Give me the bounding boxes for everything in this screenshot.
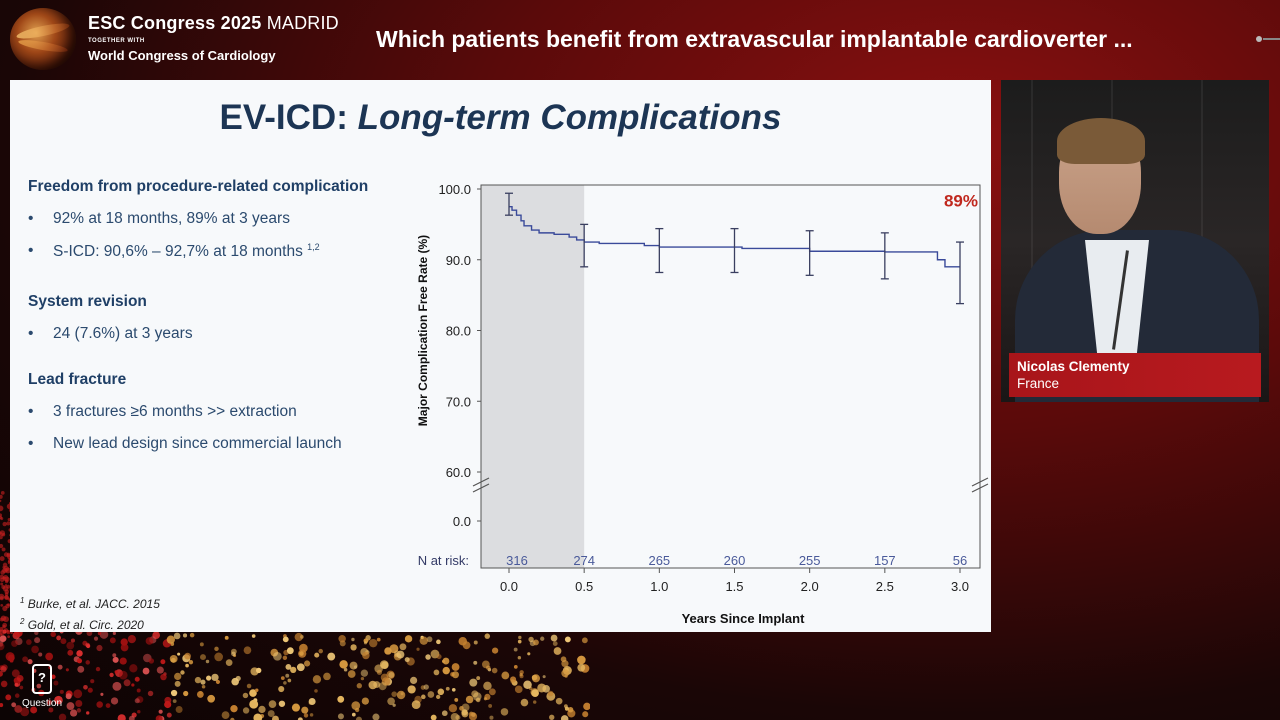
x-tick-label: 0.0 [500, 579, 518, 594]
x-tick-label: 2.0 [801, 579, 819, 594]
esc-globe-logo [10, 8, 76, 70]
presentation-slide: EV-ICD: Long-term Complications Freedom … [10, 80, 991, 632]
at-risk-count: 274 [573, 553, 595, 568]
x-tick-label: 1.5 [725, 579, 743, 594]
congress-city: MADRID [266, 13, 339, 33]
y-axis-label: Major Complication Free Rate (%) [416, 235, 430, 426]
y-tick-label: 0.0 [453, 514, 471, 529]
plot-frame [480, 184, 981, 569]
section-heading: Lead fracture [28, 371, 127, 389]
y-tick-label: 100.0 [438, 182, 471, 197]
x-tick-label: 3.0 [951, 579, 969, 594]
at-risk-count: 316 [506, 553, 528, 568]
world-congress-name: World Congress of Cardiology [88, 48, 276, 63]
at-risk-count: 157 [874, 553, 896, 568]
speaker-hair [1057, 118, 1145, 164]
reference-item: 2 Gold, et al. Circ. 2020 [20, 617, 144, 632]
y-tick-label: 70.0 [446, 394, 471, 409]
annotation-89: 89% [944, 192, 978, 211]
slide-title: EV-ICD: Long-term Complications [219, 98, 782, 137]
citation-superscript: 1,2 [307, 242, 320, 252]
at-risk-count: 56 [953, 553, 967, 568]
bullet-item: 24 (7.6%) at 3 years [28, 325, 418, 343]
question-label: Question [22, 698, 63, 709]
phone-question-icon: ? [32, 664, 52, 694]
section-heading: System revision [28, 293, 147, 311]
bullet-item: 92% at 18 months, 89% at 3 years [28, 210, 418, 228]
axis-break-mark [971, 483, 989, 493]
session-title: Which patients benefit from extravascula… [376, 26, 1133, 52]
section-heading: Freedom from procedure-related complicat… [28, 178, 369, 195]
at-risk-label: N at risk: [418, 553, 469, 568]
speaker-country: France [1017, 376, 1060, 391]
bullet-list: Freedom from procedure-related complicat… [28, 178, 418, 467]
references: 1 Burke, et al. JACC. 2015 2 Gold, et al… [20, 592, 160, 634]
slider-handle[interactable] [1256, 36, 1262, 42]
congress-name: ESC Congress 2025 MADRID [88, 13, 339, 33]
question-button[interactable]: ? Question [22, 664, 62, 709]
axis-break-mark [472, 477, 490, 487]
at-risk-count: 265 [648, 553, 670, 568]
bullet-item: 3 fractures ≥6 months >> extraction [28, 403, 418, 421]
bullet-item: New lead design since commercial launch [28, 435, 418, 453]
at-risk-count: 255 [799, 553, 821, 568]
speaker-name-bar: Nicolas Clementy France [1009, 353, 1261, 397]
y-tick-label: 80.0 [446, 324, 471, 339]
x-tick-label: 0.5 [575, 579, 593, 594]
axis-break-mark [971, 477, 989, 487]
x-axis-label: Years Since Implant [682, 611, 806, 626]
reference-item: 1 Burke, et al. JACC. 2015 [20, 596, 160, 611]
shaded-region [481, 185, 585, 568]
together-with-label: TOGETHER WITH [88, 38, 145, 44]
broadcast-header: ESC Congress 2025 MADRID TOGETHER WITH W… [0, 0, 1280, 80]
y-tick-label: 90.0 [446, 253, 471, 268]
speaker-name: Nicolas Clementy [1017, 359, 1130, 374]
x-tick-label: 2.5 [876, 579, 894, 594]
at-risk-count: 260 [724, 553, 746, 568]
kaplan-meier-chart: 100.0 90.0 80.0 70.0 60.0 0.0 0.0 0.5 1.0 1.5 2.0 2… [416, 182, 989, 626]
axis-break-mark [472, 483, 490, 493]
bullet-item: S-ICD: 90,6% – 92,7% at 18 months 1,2 [28, 242, 418, 261]
x-tick-label: 1.0 [650, 579, 668, 594]
slider-track[interactable] [1263, 38, 1280, 40]
y-tick-label: 60.0 [446, 465, 471, 480]
